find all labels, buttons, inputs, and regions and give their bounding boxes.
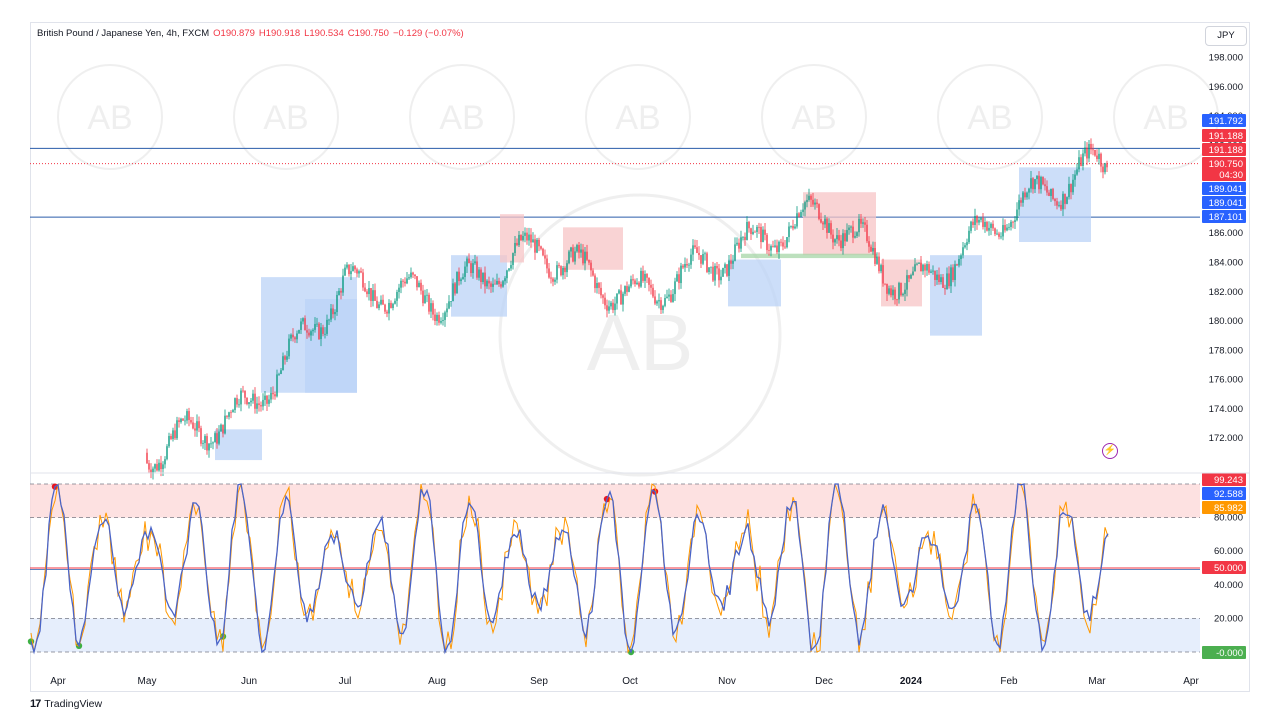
close-value: C190.750 bbox=[347, 28, 389, 39]
low-value: L190.534 bbox=[304, 28, 344, 39]
chart-frame bbox=[30, 22, 1250, 692]
currency-button[interactable]: JPY bbox=[1205, 26, 1247, 46]
change-value: −0.129 (−0.07%) bbox=[392, 28, 464, 39]
symbol-legend: British Pound / Japanese Yen, 4h, FXCM O… bbox=[37, 28, 464, 39]
symbol-name[interactable]: British Pound / Japanese Yen, 4h, FXCM bbox=[37, 28, 210, 39]
high-value: H190.918 bbox=[258, 28, 301, 39]
tradingview-branding[interactable]: 17 TradingView bbox=[30, 698, 102, 710]
flash-icon[interactable]: ⚡ bbox=[1102, 443, 1118, 459]
tradingview-logo-icon: 17 bbox=[30, 698, 41, 710]
tradingview-label: TradingView bbox=[44, 698, 103, 710]
open-value: O190.879 bbox=[213, 28, 255, 39]
